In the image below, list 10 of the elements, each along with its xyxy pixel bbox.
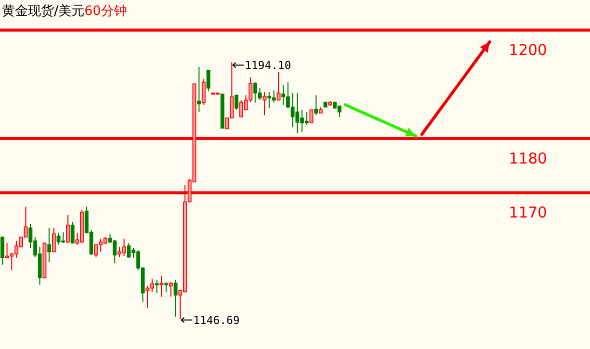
chart-subtitle: 60分钟 [84,4,127,19]
annotation: 1146.69 [193,314,240,327]
ref-line: 1170 [0,191,590,222]
ref-line-label: 1170 [508,204,548,222]
ref-line: 1180 [0,137,590,168]
ref-line: 1200 [0,28,590,60]
chart-title: 黄金现货/美元 [2,3,84,19]
annotation: 1194.10 [244,59,292,72]
ref-line-label: 1200 [508,41,548,60]
ref-line-label: 1180 [508,150,548,168]
